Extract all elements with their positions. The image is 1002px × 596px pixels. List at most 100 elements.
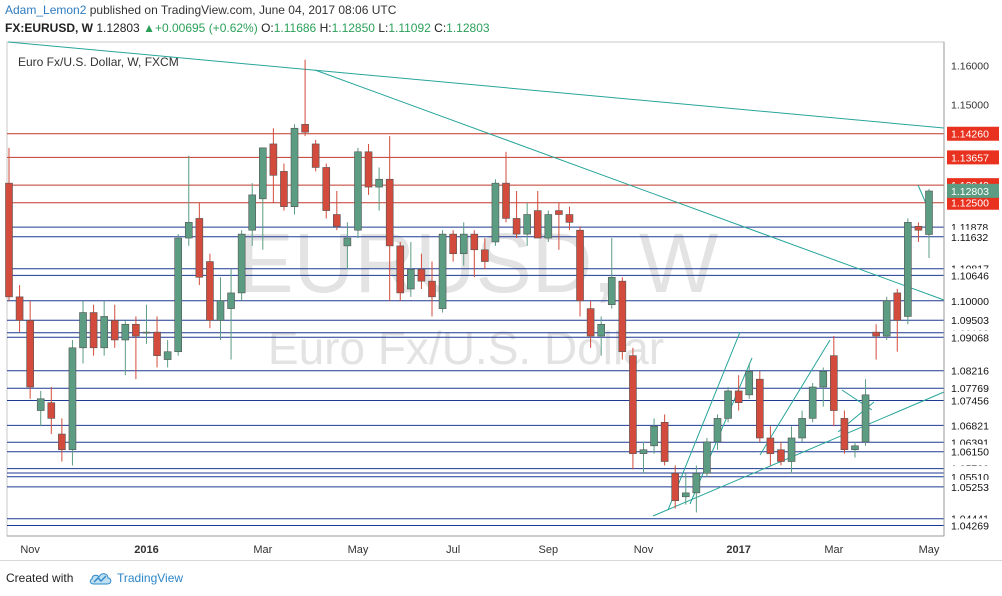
support-label-17[interactable]: 1.05253 <box>947 479 999 494</box>
support-label-8[interactable]: 1.08216 <box>947 363 999 378</box>
candle-2[interactable] <box>26 300 34 399</box>
candle-79[interactable] <box>840 410 849 454</box>
candle-4[interactable] <box>47 387 56 435</box>
candle-80[interactable] <box>851 441 859 458</box>
trendline-ascending[interactable] <box>652 391 945 517</box>
candle-81[interactable] <box>861 379 870 446</box>
candle-45[interactable] <box>481 238 489 270</box>
candle-67[interactable] <box>713 414 722 450</box>
candle-12[interactable] <box>132 316 140 380</box>
candle-35[interactable] <box>375 167 383 211</box>
y-axis[interactable]: 1.160001.150001.118781.116321.108171.106… <box>943 42 999 536</box>
candle-11[interactable] <box>121 320 130 376</box>
candle-43[interactable] <box>459 222 468 266</box>
candle-66[interactable] <box>703 437 711 478</box>
candle-7[interactable] <box>79 300 87 364</box>
candle-26[interactable] <box>280 163 288 211</box>
last-price-label[interactable]: 1.12803 <box>947 183 999 198</box>
support-label-1[interactable]: 1.11632 <box>947 229 999 244</box>
candle-20[interactable] <box>216 277 225 340</box>
candle-33[interactable] <box>354 147 362 239</box>
candle-71[interactable] <box>756 371 764 442</box>
candle-61[interactable] <box>650 418 658 454</box>
candle-57[interactable] <box>607 238 616 309</box>
candle-42[interactable] <box>449 230 457 262</box>
candle-46[interactable] <box>491 179 500 246</box>
candle-47[interactable] <box>502 151 510 223</box>
support-label-4[interactable]: 1.10000 <box>947 293 999 308</box>
candle-22[interactable] <box>237 230 246 301</box>
candle-28[interactable] <box>301 59 309 137</box>
candle-51[interactable] <box>544 210 553 242</box>
candle-85[interactable] <box>904 218 912 325</box>
candle-8[interactable] <box>89 304 98 356</box>
candle-0[interactable] <box>5 147 13 301</box>
support-label-10[interactable]: 1.07456 <box>947 393 999 408</box>
candle-27[interactable] <box>290 124 299 215</box>
trendline-top[interactable] <box>7 41 945 129</box>
candle-83[interactable] <box>882 296 891 340</box>
candle-1[interactable] <box>15 285 24 333</box>
candle-65[interactable] <box>692 465 701 513</box>
candle-49[interactable] <box>523 202 531 246</box>
support-label-11[interactable]: 1.06821 <box>947 418 999 433</box>
candle-55[interactable] <box>586 300 595 348</box>
trendline-channel-1[interactable] <box>667 331 741 511</box>
candle-56[interactable] <box>597 316 605 356</box>
candle-5[interactable] <box>58 418 66 462</box>
candle-73[interactable] <box>777 441 785 466</box>
candle-15[interactable] <box>163 339 172 368</box>
candle-70[interactable] <box>745 363 754 399</box>
candle-59[interactable] <box>629 347 637 470</box>
candle-29[interactable] <box>311 140 320 172</box>
support-label-13[interactable]: 1.06150 <box>947 444 999 459</box>
x-axis[interactable]: Nov 2016 Mar May Jul Sep Nov 2017 Mar May <box>7 535 944 556</box>
candle-77[interactable] <box>819 367 828 407</box>
candle-44[interactable] <box>470 230 479 278</box>
candle-34[interactable] <box>364 143 373 195</box>
candle-72[interactable] <box>766 426 775 466</box>
support-label-9[interactable]: 1.07769 <box>947 381 999 396</box>
candle-74[interactable] <box>787 426 796 474</box>
candle-78[interactable] <box>830 336 838 427</box>
candle-76[interactable] <box>808 383 817 423</box>
candle-63[interactable] <box>671 465 680 509</box>
candle-40[interactable] <box>428 261 436 317</box>
author-link[interactable]: Adam_Lemon2 <box>5 3 87 17</box>
trendline-descending[interactable] <box>314 69 945 301</box>
candle-52[interactable] <box>555 202 563 250</box>
support-label-3[interactable]: 1.10646 <box>947 268 999 283</box>
candle-64[interactable] <box>681 473 690 505</box>
candle-69[interactable] <box>734 375 743 411</box>
candle-41[interactable] <box>438 230 447 313</box>
support-label-19[interactable]: 1.04269 <box>947 518 999 533</box>
candle-53[interactable] <box>565 206 574 231</box>
candle-36[interactable] <box>385 136 394 301</box>
candle-9[interactable] <box>100 300 108 356</box>
candle-54[interactable] <box>576 226 584 317</box>
candle-82[interactable] <box>872 324 880 360</box>
candle-32[interactable] <box>343 222 352 270</box>
candle-17[interactable] <box>184 155 193 246</box>
resistance-label-0[interactable]: 1.14260 <box>947 126 999 141</box>
y-tick-1[interactable]: 1.15000 <box>951 100 989 112</box>
support-label-7[interactable]: 1.09068 <box>947 330 999 345</box>
candle-68[interactable] <box>724 387 732 423</box>
candle-23[interactable] <box>248 183 257 246</box>
y-tick-0[interactable]: 1.16000 <box>951 61 989 73</box>
candle-50[interactable] <box>533 190 542 239</box>
candle-10[interactable] <box>110 304 119 348</box>
candle-62[interactable] <box>660 414 669 466</box>
candle-3[interactable] <box>36 390 45 427</box>
candle-48[interactable] <box>512 190 521 239</box>
tradingview-brand-link[interactable]: TradingView <box>117 571 184 585</box>
price-chart[interactable]: Euro Fx/U.S. Dollar, W, FXCM EURUSD, W E… <box>0 40 1002 560</box>
candle-21[interactable] <box>227 269 235 360</box>
candle-6[interactable] <box>68 339 77 466</box>
candle-19[interactable] <box>206 253 214 329</box>
candle-86[interactable] <box>914 222 923 242</box>
resistance-label-3[interactable]: 1.12500 <box>947 195 999 210</box>
candle-30[interactable] <box>322 163 331 219</box>
candle-13[interactable] <box>142 304 151 344</box>
candle-87[interactable] <box>925 189 933 259</box>
